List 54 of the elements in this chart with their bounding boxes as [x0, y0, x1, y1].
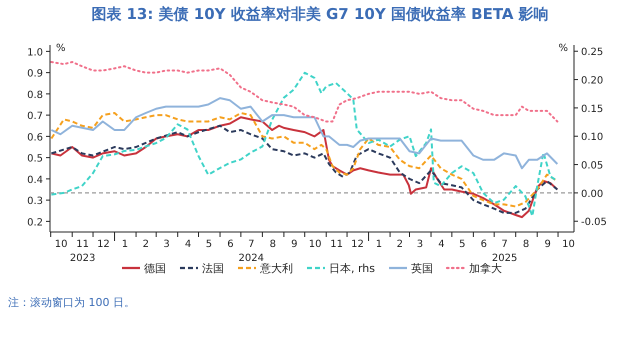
x-tick-label: 4: [184, 239, 192, 250]
y-tick-label: 0.7: [27, 111, 43, 122]
y-tick-label: 0.3: [27, 196, 43, 208]
x-tick-label: 8: [522, 239, 530, 250]
y2-tick-label: 0.25: [581, 47, 604, 58]
y2-tick-label: 0.05: [581, 160, 604, 172]
y2-tick-label: 0.10: [581, 132, 604, 144]
x-tick-label: 4: [438, 239, 445, 250]
y-tick-label: 0.5: [27, 154, 43, 165]
x-tick-label: 1: [122, 239, 128, 250]
x-tick-label: 2: [396, 239, 403, 250]
line-series: [50, 72, 558, 218]
x-tick-label: 5: [206, 239, 212, 250]
x-tick-label: 3: [416, 239, 424, 250]
x-tick-label: 5: [459, 239, 466, 250]
x-tick-label: 8: [270, 239, 276, 250]
y2-tick-label: 0.20: [581, 76, 604, 87]
legend-label: 英国: [411, 262, 434, 275]
x-tick-label: 6: [227, 239, 234, 250]
legend-label: 日本, rhs: [328, 262, 376, 275]
x-tick-label: 10: [562, 239, 575, 250]
x-tick-label: 6: [480, 239, 487, 250]
x-tick-label: 1: [376, 239, 382, 250]
x-tick-label: 9: [291, 239, 298, 250]
x-tick-label: 3: [163, 239, 170, 250]
legend-label: 加拿大: [469, 262, 502, 275]
chart-title: 图表 13: 美债 10Y 收益率对非美 G7 10Y 国债收益率 BETA 影响: [91, 5, 549, 23]
x-tick-label: 11 2023: [70, 239, 96, 264]
x-tick-label: 11: [330, 239, 344, 250]
x-tick-label: 12: [97, 239, 110, 250]
legend-label: 法国: [202, 262, 224, 275]
y2-tick-label: -0.05: [581, 217, 607, 228]
y2-tick-label: 0.15: [581, 104, 604, 115]
text: 注：滚动窗口为 100 日。: [8, 296, 135, 309]
y-tick-label: 0.8: [27, 90, 43, 101]
x-tick-label: 12: [351, 239, 364, 250]
y-tick-label: 1.0: [27, 47, 43, 58]
legend-label: 德国: [144, 262, 166, 275]
y-tick-label: 0.9: [27, 68, 43, 80]
x-tick-label: 2: [142, 239, 149, 250]
line-series: [50, 97, 558, 170]
x-tick-label: 10: [54, 239, 68, 250]
y-tick-label: 0.4: [27, 174, 43, 186]
legend-label: 意大利: [258, 262, 293, 275]
y-tick-label: 0.6: [27, 132, 43, 144]
x-tick-label: 7 2024: [238, 239, 264, 264]
x-tick-label: 7 2025: [492, 239, 518, 264]
y2-axis-title: %: [558, 43, 568, 54]
x-tick-label: 10: [308, 239, 322, 250]
y-tick-label: 0.2: [27, 217, 43, 228]
x-tick-label: 9: [544, 239, 551, 250]
y-axis-title: %: [56, 43, 66, 54]
y2-tick-label: 0.00: [581, 188, 604, 200]
line-series: [50, 61, 558, 122]
